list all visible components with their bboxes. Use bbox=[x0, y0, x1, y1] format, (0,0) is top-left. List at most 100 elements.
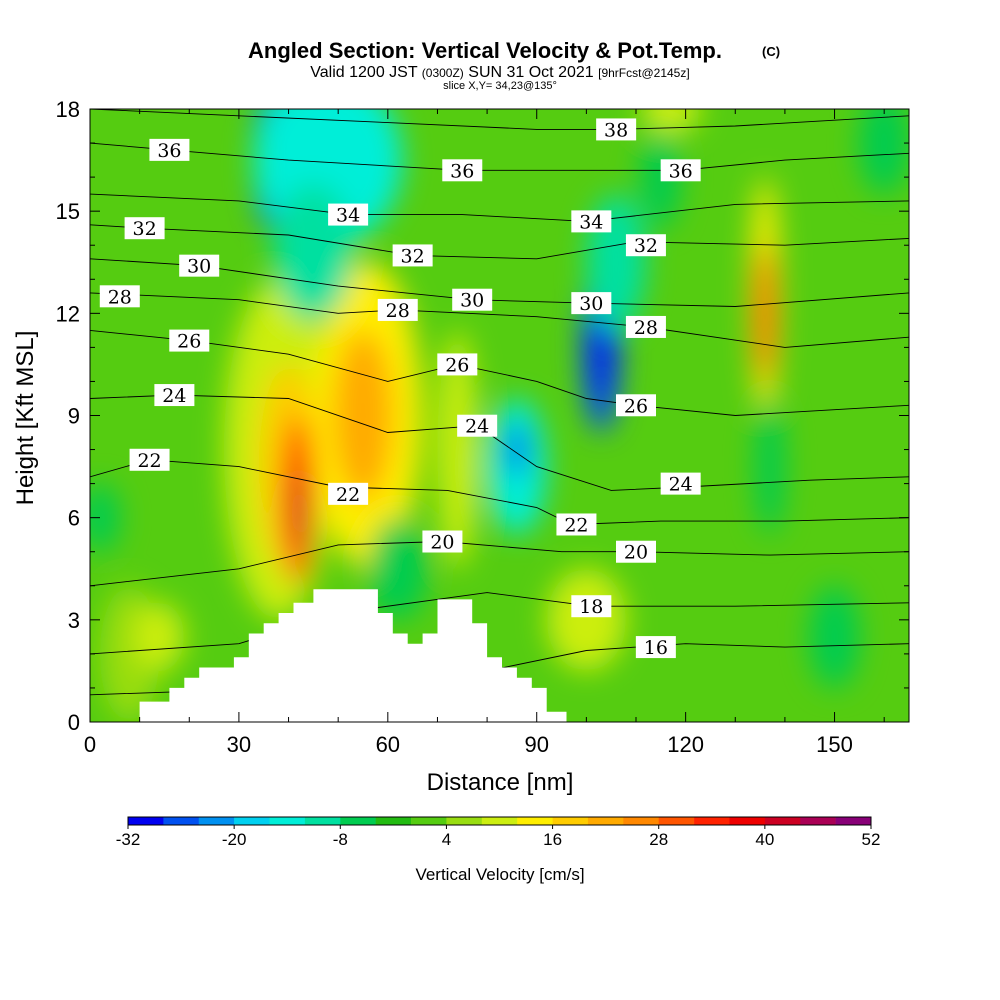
velocity-cell-26 bbox=[859, 109, 909, 195]
svg-text:24: 24 bbox=[162, 385, 186, 407]
theta-label-22: 22 bbox=[328, 482, 369, 506]
velocity-cell-27 bbox=[809, 585, 860, 688]
svg-text:24: 24 bbox=[465, 416, 489, 438]
colorbar-swatch bbox=[446, 817, 483, 825]
colorbar-swatch bbox=[304, 817, 341, 825]
colorbar-swatch bbox=[587, 817, 624, 825]
svg-text:32: 32 bbox=[133, 218, 157, 240]
theta-contour-28 bbox=[90, 292, 909, 348]
svg-text:22: 22 bbox=[564, 514, 588, 536]
svg-text:34: 34 bbox=[579, 211, 603, 233]
colorbar-swatch bbox=[411, 817, 447, 825]
velocity-cell-1 bbox=[134, 602, 185, 671]
svg-text:28: 28 bbox=[386, 300, 410, 322]
colorbar-tick-label: 28 bbox=[649, 830, 668, 849]
velocity-cell-16 bbox=[506, 422, 527, 477]
colorbar-tick-label: 4 bbox=[442, 830, 451, 849]
colorbar-swatch bbox=[375, 817, 412, 825]
theta-label-20: 20 bbox=[422, 530, 463, 554]
theta-contour-24 bbox=[90, 394, 909, 491]
theta-label-22: 22 bbox=[556, 513, 597, 536]
colorbar-swatch bbox=[552, 817, 589, 825]
svg-text:16: 16 bbox=[644, 637, 668, 659]
colorbar-swatch bbox=[481, 817, 518, 825]
x-tick-label: 60 bbox=[376, 732, 400, 757]
theta-label-20: 20 bbox=[616, 540, 656, 564]
theta-label-22: 22 bbox=[129, 448, 170, 472]
colorbar-swatch bbox=[694, 817, 730, 825]
colorbar-swatch bbox=[128, 817, 164, 825]
theta-label-24: 24 bbox=[457, 414, 498, 438]
svg-text:36: 36 bbox=[669, 160, 693, 182]
theta-label-26: 26 bbox=[169, 329, 210, 353]
svg-text:30: 30 bbox=[460, 290, 484, 312]
velocity-cell-6 bbox=[291, 469, 306, 552]
theta-label-28: 28 bbox=[99, 285, 140, 308]
svg-text:38: 38 bbox=[604, 119, 628, 141]
theta-label-36: 36 bbox=[442, 159, 483, 182]
theta-label-30: 30 bbox=[179, 254, 220, 278]
colorbar-swatch bbox=[623, 817, 660, 825]
colorbar-tick-label: 40 bbox=[755, 830, 774, 849]
theta-label-32: 32 bbox=[124, 217, 165, 240]
y-tick-label: 18 bbox=[56, 97, 80, 122]
y-tick-label: 9 bbox=[68, 404, 80, 429]
forecast-info: [9hrFcst@2145z] bbox=[598, 66, 690, 80]
valid-time-local: Valid 1200 JST bbox=[310, 64, 418, 81]
colorbar-swatch bbox=[835, 817, 872, 825]
svg-text:32: 32 bbox=[634, 235, 658, 257]
chart-title: Angled Section: Vertical Velocity & Pot.… bbox=[248, 38, 722, 63]
colorbar-swatch bbox=[163, 817, 200, 825]
theta-contour-34 bbox=[90, 193, 909, 222]
colorbar: -32 -20 -8 4 16 28 40 52 bbox=[116, 816, 880, 849]
svg-text:24: 24 bbox=[669, 474, 693, 496]
valid-time-line: Valid 1200 JST (0300Z) SUN 31 Oct 2021 [… bbox=[310, 64, 689, 81]
colorbar-swatch bbox=[658, 817, 695, 825]
x-tick-label: 30 bbox=[227, 732, 251, 757]
theta-label-32: 32 bbox=[392, 244, 433, 267]
svg-text:20: 20 bbox=[624, 542, 648, 564]
velocity-cell-9 bbox=[437, 330, 478, 569]
y-tick-label: 15 bbox=[56, 199, 80, 224]
theta-label-28: 28 bbox=[377, 298, 418, 322]
valid-date: SUN 31 Oct 2021 bbox=[468, 64, 594, 81]
x-tick-label: 150 bbox=[816, 732, 853, 757]
svg-text:18: 18 bbox=[579, 596, 603, 618]
colorbar-swatch bbox=[517, 817, 553, 825]
svg-text:30: 30 bbox=[187, 256, 211, 278]
velocity-cell-8 bbox=[333, 330, 393, 501]
svg-text:30: 30 bbox=[579, 293, 603, 315]
y-tick-label: 12 bbox=[56, 301, 80, 326]
slice-info: slice X,Y= 34,23@135° bbox=[443, 80, 557, 92]
theta-label-16: 16 bbox=[635, 636, 676, 659]
svg-text:22: 22 bbox=[336, 484, 360, 506]
theta-label-36: 36 bbox=[149, 138, 190, 162]
theta-contour-22 bbox=[90, 459, 909, 525]
theta-label-32: 32 bbox=[625, 234, 666, 257]
svg-text:36: 36 bbox=[450, 160, 474, 182]
svg-text:28: 28 bbox=[108, 286, 132, 308]
colorbar-swatch bbox=[234, 817, 270, 825]
x-tick-label: 0 bbox=[84, 732, 96, 757]
velocity-cell-23 bbox=[755, 245, 775, 382]
colorbar-swatch bbox=[729, 817, 766, 825]
svg-text:20: 20 bbox=[430, 532, 454, 554]
velocity-cell-2 bbox=[90, 483, 120, 552]
theta-label-18: 18 bbox=[571, 595, 612, 618]
chart-title-suffix: (C) bbox=[762, 44, 780, 59]
theta-contour-labels: 16 18 20 20 22 22 22 24 24 24 26 26 26 28 28 28 30 30 30 32… bbox=[99, 118, 701, 659]
theta-label-26: 26 bbox=[437, 353, 478, 376]
svg-text:26: 26 bbox=[624, 395, 648, 417]
colorbar-tick-label: -32 bbox=[116, 830, 141, 849]
colorbar-swatch bbox=[269, 817, 306, 825]
theta-label-26: 26 bbox=[616, 394, 656, 417]
theta-contour-26 bbox=[90, 329, 909, 416]
colorbar-tick-label: -8 bbox=[333, 830, 348, 849]
y-tick-label: 6 bbox=[68, 506, 80, 531]
theta-label-24: 24 bbox=[660, 472, 701, 496]
svg-text:34: 34 bbox=[336, 205, 360, 227]
theta-contour-32 bbox=[90, 224, 909, 260]
